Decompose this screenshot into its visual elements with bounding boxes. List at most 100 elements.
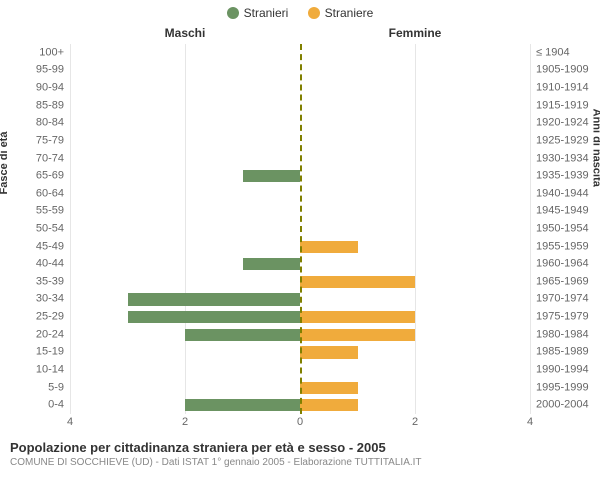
birth-year-label: 1945-1949: [536, 206, 600, 217]
legend-label-female: Straniere: [325, 6, 374, 20]
age-label: 15-19: [0, 347, 64, 358]
bar-cell-female: [300, 256, 530, 274]
bar-cell-female: [300, 379, 530, 397]
birth-year-label: 1965-1969: [536, 276, 600, 287]
age-label: 45-49: [0, 241, 64, 252]
birth-year-label: 1950-1954: [536, 224, 600, 235]
bar-cell-male: [70, 115, 300, 133]
bar-cell-female: [300, 326, 530, 344]
bar-cell-female: [300, 97, 530, 115]
x-tick-label: 4: [67, 416, 73, 428]
birth-year-label: ≤ 1904: [536, 47, 600, 58]
age-label: 80-84: [0, 118, 64, 129]
bar-male: [243, 170, 301, 182]
bar-male: [185, 329, 300, 341]
bar-cell-female: [300, 132, 530, 150]
x-tick-label: 2: [182, 416, 188, 428]
birth-year-label: 1970-1974: [536, 294, 600, 305]
bar-cell-male: [70, 132, 300, 150]
legend: Stranieri Straniere: [0, 0, 600, 24]
bar-cell-male: [70, 150, 300, 168]
age-label: 10-14: [0, 364, 64, 375]
bar-cell-male: [70, 203, 300, 221]
age-label: 55-59: [0, 206, 64, 217]
birth-year-label: 1915-1919: [536, 100, 600, 111]
bar-cell-male: [70, 97, 300, 115]
bar-cell-male: [70, 220, 300, 238]
age-label: 100+: [0, 47, 64, 58]
bar-female: [300, 276, 415, 288]
birth-year-label: 1960-1964: [536, 259, 600, 270]
bar-cell-female: [300, 203, 530, 221]
x-tick-label: 2: [412, 416, 418, 428]
chart-footer: Popolazione per cittadinanza straniera p…: [0, 434, 600, 468]
birth-year-label: 1995-1999: [536, 382, 600, 393]
age-label: 75-79: [0, 135, 64, 146]
bar-cell-female: [300, 62, 530, 80]
bar-cell-male: [70, 44, 300, 62]
bar-male: [243, 258, 301, 270]
bar-female: [300, 399, 358, 411]
bar-female: [300, 382, 358, 394]
age-label: 50-54: [0, 224, 64, 235]
age-label: 70-74: [0, 153, 64, 164]
plot: 100+≤ 190495-991905-190990-941910-191485…: [70, 44, 530, 414]
birth-year-label: 1990-1994: [536, 364, 600, 375]
bar-cell-male: [70, 379, 300, 397]
bar-female: [300, 241, 358, 253]
bar-cell-female: [300, 308, 530, 326]
bar-male: [128, 293, 301, 305]
gridline: [530, 44, 531, 414]
bar-cell-male: [70, 167, 300, 185]
bar-cell-female: [300, 273, 530, 291]
bar-cell-female: [300, 238, 530, 256]
birth-year-label: 1985-1989: [536, 347, 600, 358]
age-label: 20-24: [0, 329, 64, 340]
legend-item-male: Stranieri: [227, 6, 289, 20]
bar-cell-male: [70, 397, 300, 415]
birth-year-label: 1980-1984: [536, 329, 600, 340]
age-label: 35-39: [0, 276, 64, 287]
bar-female: [300, 346, 358, 358]
birth-year-label: 1940-1944: [536, 188, 600, 199]
header-male: Maschi: [70, 24, 300, 44]
x-tick-label: 4: [527, 416, 533, 428]
birth-year-label: 1920-1924: [536, 118, 600, 129]
header-female: Femmine: [300, 24, 530, 44]
bar-male: [185, 399, 300, 411]
bar-cell-female: [300, 361, 530, 379]
chart-subtitle: COMUNE DI SOCCHIEVE (UD) - Dati ISTAT 1°…: [10, 457, 590, 468]
birth-year-label: 2000-2004: [536, 400, 600, 411]
birth-year-label: 1975-1979: [536, 312, 600, 323]
bar-cell-male: [70, 238, 300, 256]
age-label: 30-34: [0, 294, 64, 305]
bar-cell-male: [70, 361, 300, 379]
bar-cell-male: [70, 79, 300, 97]
bar-cell-male: [70, 273, 300, 291]
legend-label-male: Stranieri: [244, 6, 289, 20]
bar-cell-female: [300, 291, 530, 309]
age-label: 60-64: [0, 188, 64, 199]
bar-cell-female: [300, 220, 530, 238]
age-label: 95-99: [0, 65, 64, 76]
age-label: 65-69: [0, 171, 64, 182]
bar-cell-female: [300, 167, 530, 185]
legend-item-female: Straniere: [308, 6, 374, 20]
bar-cell-female: [300, 44, 530, 62]
bar-cell-male: [70, 308, 300, 326]
age-label: 0-4: [0, 400, 64, 411]
center-divider: [300, 44, 302, 414]
x-tick-label: 0: [297, 416, 303, 428]
bar-cell-female: [300, 150, 530, 168]
bar-male: [128, 311, 301, 323]
bar-cell-male: [70, 62, 300, 80]
bar-cell-male: [70, 344, 300, 362]
bar-cell-female: [300, 397, 530, 415]
age-label: 85-89: [0, 100, 64, 111]
age-label: 40-44: [0, 259, 64, 270]
bar-cell-male: [70, 291, 300, 309]
chart-title: Popolazione per cittadinanza straniera p…: [10, 440, 590, 455]
birth-year-label: 1955-1959: [536, 241, 600, 252]
age-label: 90-94: [0, 83, 64, 94]
bar-cell-female: [300, 115, 530, 133]
